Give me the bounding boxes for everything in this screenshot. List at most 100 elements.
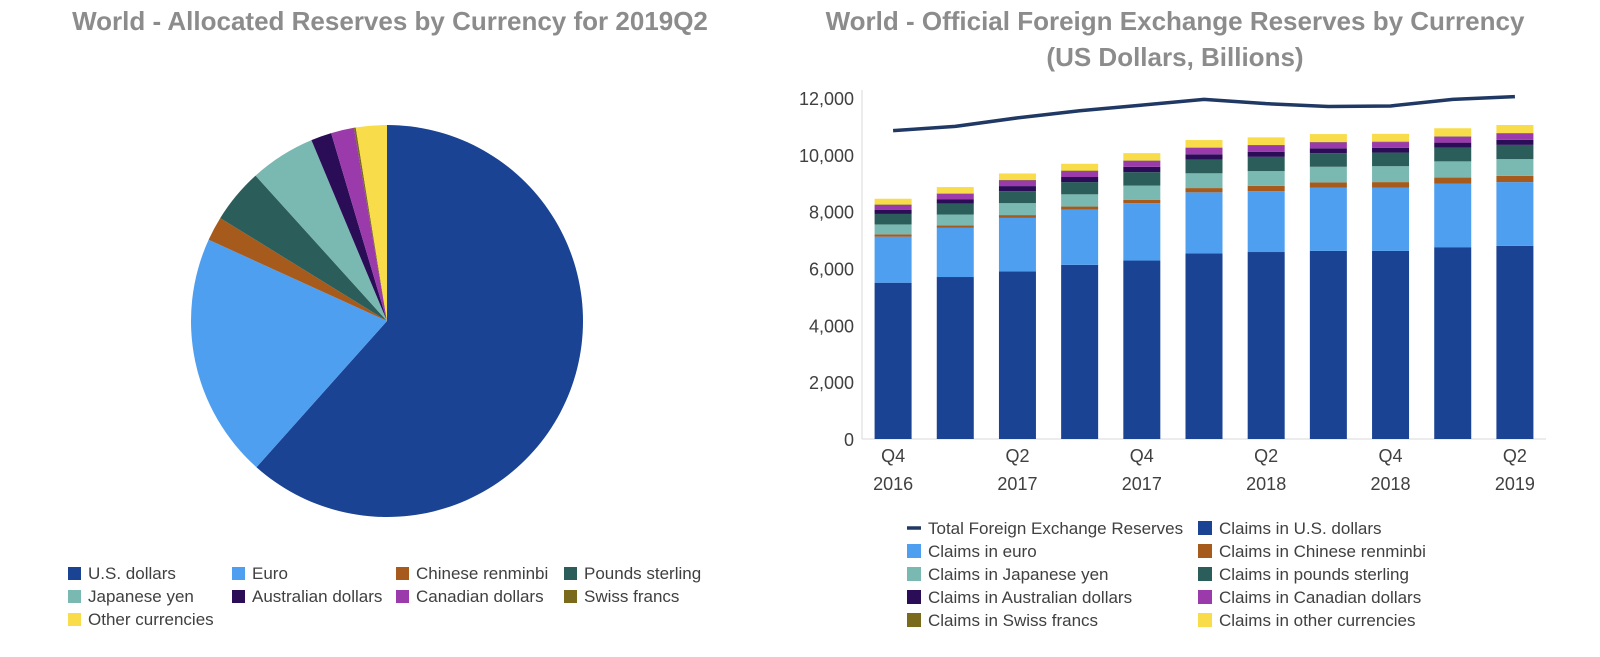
bar-segment <box>1434 161 1472 178</box>
pie-legend: U.S. dollars Euro Chinese renminbi Pounds s… <box>68 564 701 629</box>
bar-segment <box>1123 260 1161 439</box>
bar-segment <box>1309 134 1347 142</box>
bar-segment <box>936 203 974 215</box>
bar-segment <box>1309 153 1347 167</box>
bar-chart-subtitle: (US Dollars, Billions) <box>1046 42 1303 72</box>
x-tick-quarter: Q2 <box>1254 446 1278 466</box>
bar-segment <box>1123 199 1161 204</box>
bar-segment <box>998 203 1036 216</box>
x-tick-quarter: Q2 <box>1005 446 1029 466</box>
bar-segment <box>998 271 1036 439</box>
bar-segment <box>1496 175 1534 183</box>
legend-label: Claims in Canadian dollars <box>1219 588 1421 607</box>
bar-segment <box>998 173 1036 180</box>
bar-segment <box>998 191 1036 204</box>
bar-segment <box>874 213 912 225</box>
bar-stack <box>1309 134 1347 439</box>
total-line <box>892 94 1515 133</box>
legend-swatch <box>907 544 921 558</box>
pie-legend-item: U.S. dollars <box>68 564 176 583</box>
bar-segment <box>1496 245 1534 439</box>
legend-label: Japanese yen <box>88 587 194 606</box>
bar-segment <box>874 209 912 214</box>
bar-segment <box>1309 182 1347 188</box>
pie-legend-item: Swiss francs <box>564 587 679 606</box>
bar-segment <box>1123 203 1161 261</box>
legend-swatch <box>1198 544 1212 558</box>
bar-segment <box>1496 182 1534 246</box>
bar-segment <box>874 282 912 439</box>
bar-stack <box>1372 133 1410 439</box>
legend-label: Pounds sterling <box>584 564 701 583</box>
legend-swatch <box>907 567 921 581</box>
x-tick-year: 2017 <box>997 474 1037 494</box>
bar-stack <box>936 187 974 439</box>
x-tick-year: 2018 <box>1246 474 1286 494</box>
bar-segment <box>1247 156 1285 172</box>
bar-segment <box>1496 133 1534 140</box>
legend-swatch <box>396 590 409 603</box>
bar-segment <box>1185 188 1223 193</box>
pie-slice <box>191 239 387 468</box>
legend-label: U.S. dollars <box>88 564 176 583</box>
bar-segment <box>936 225 974 228</box>
x-tick-quarter: Q4 <box>881 446 905 466</box>
bar-segment <box>1061 206 1099 210</box>
bar-segment <box>1372 147 1410 153</box>
legend-label: Claims in Swiss francs <box>928 611 1098 630</box>
legend-swatch <box>1198 521 1212 535</box>
bar-segment <box>1434 183 1472 248</box>
legend-label: Australian dollars <box>252 587 382 606</box>
pie-legend-item: Australian dollars <box>232 587 382 606</box>
legend-swatch <box>232 567 245 580</box>
bar-legend-item: Claims in Chinese renminbi <box>1198 542 1426 561</box>
bar-stack <box>1496 125 1534 439</box>
x-tick-quarter: Q4 <box>1130 446 1154 466</box>
legend-swatch <box>68 613 81 626</box>
pie-legend-item: Pounds sterling <box>564 564 701 583</box>
legend-swatch <box>564 590 577 603</box>
bar-segment <box>1434 177 1472 184</box>
x-tick-labels: Q4 2016 Q2 2017 Q4 2017 Q2 2018 Q4 2018 Q2 2019 <box>873 446 1535 494</box>
pie-legend-item: Euro <box>232 564 288 583</box>
bar-segment <box>1185 253 1223 439</box>
legend-swatch <box>232 590 245 603</box>
pie-slices <box>191 125 584 517</box>
bar-segment <box>1372 133 1410 142</box>
y-tick-label: 12,000 <box>799 89 854 109</box>
bar-segment <box>936 227 974 278</box>
bar-segment <box>1309 142 1347 149</box>
bar-segment <box>874 236 912 283</box>
bar-segment <box>1123 153 1161 161</box>
bar-stack <box>1247 137 1285 439</box>
y-tick-label: 2,000 <box>809 373 854 393</box>
bar-segment <box>1372 250 1410 439</box>
legend-label: Claims in euro <box>928 542 1037 561</box>
legend-label: Chinese renminbi <box>416 564 548 583</box>
legend-label: Swiss francs <box>584 587 679 606</box>
bar-segment <box>1247 191 1285 253</box>
bar-legend-item: Claims in U.S. dollars <box>1198 519 1382 538</box>
bar-segment <box>1247 145 1285 152</box>
legend-swatch <box>68 567 81 580</box>
legend-swatch <box>907 613 921 627</box>
bar-segment <box>1123 166 1161 173</box>
legend-label: Claims in Chinese renminbi <box>1219 542 1426 561</box>
bar-segment <box>936 199 974 204</box>
legend-label: Euro <box>252 564 288 583</box>
bar-segment <box>1061 264 1099 439</box>
bar-segment <box>998 217 1036 272</box>
x-tick-year: 2019 <box>1495 474 1535 494</box>
bar-segment <box>936 277 974 439</box>
bar-segment <box>1185 140 1223 148</box>
bar-chart: World - Official Foreign Exchange Reserv… <box>799 6 1546 630</box>
bar-segment <box>1496 159 1534 176</box>
bar-segment <box>1372 182 1410 188</box>
bar-segment <box>936 193 974 200</box>
bar-segment <box>1247 137 1285 146</box>
bar-stack <box>1185 140 1223 439</box>
pie-slice <box>355 125 387 321</box>
bar-segment <box>1247 151 1285 157</box>
bar-segment <box>1185 192 1223 254</box>
